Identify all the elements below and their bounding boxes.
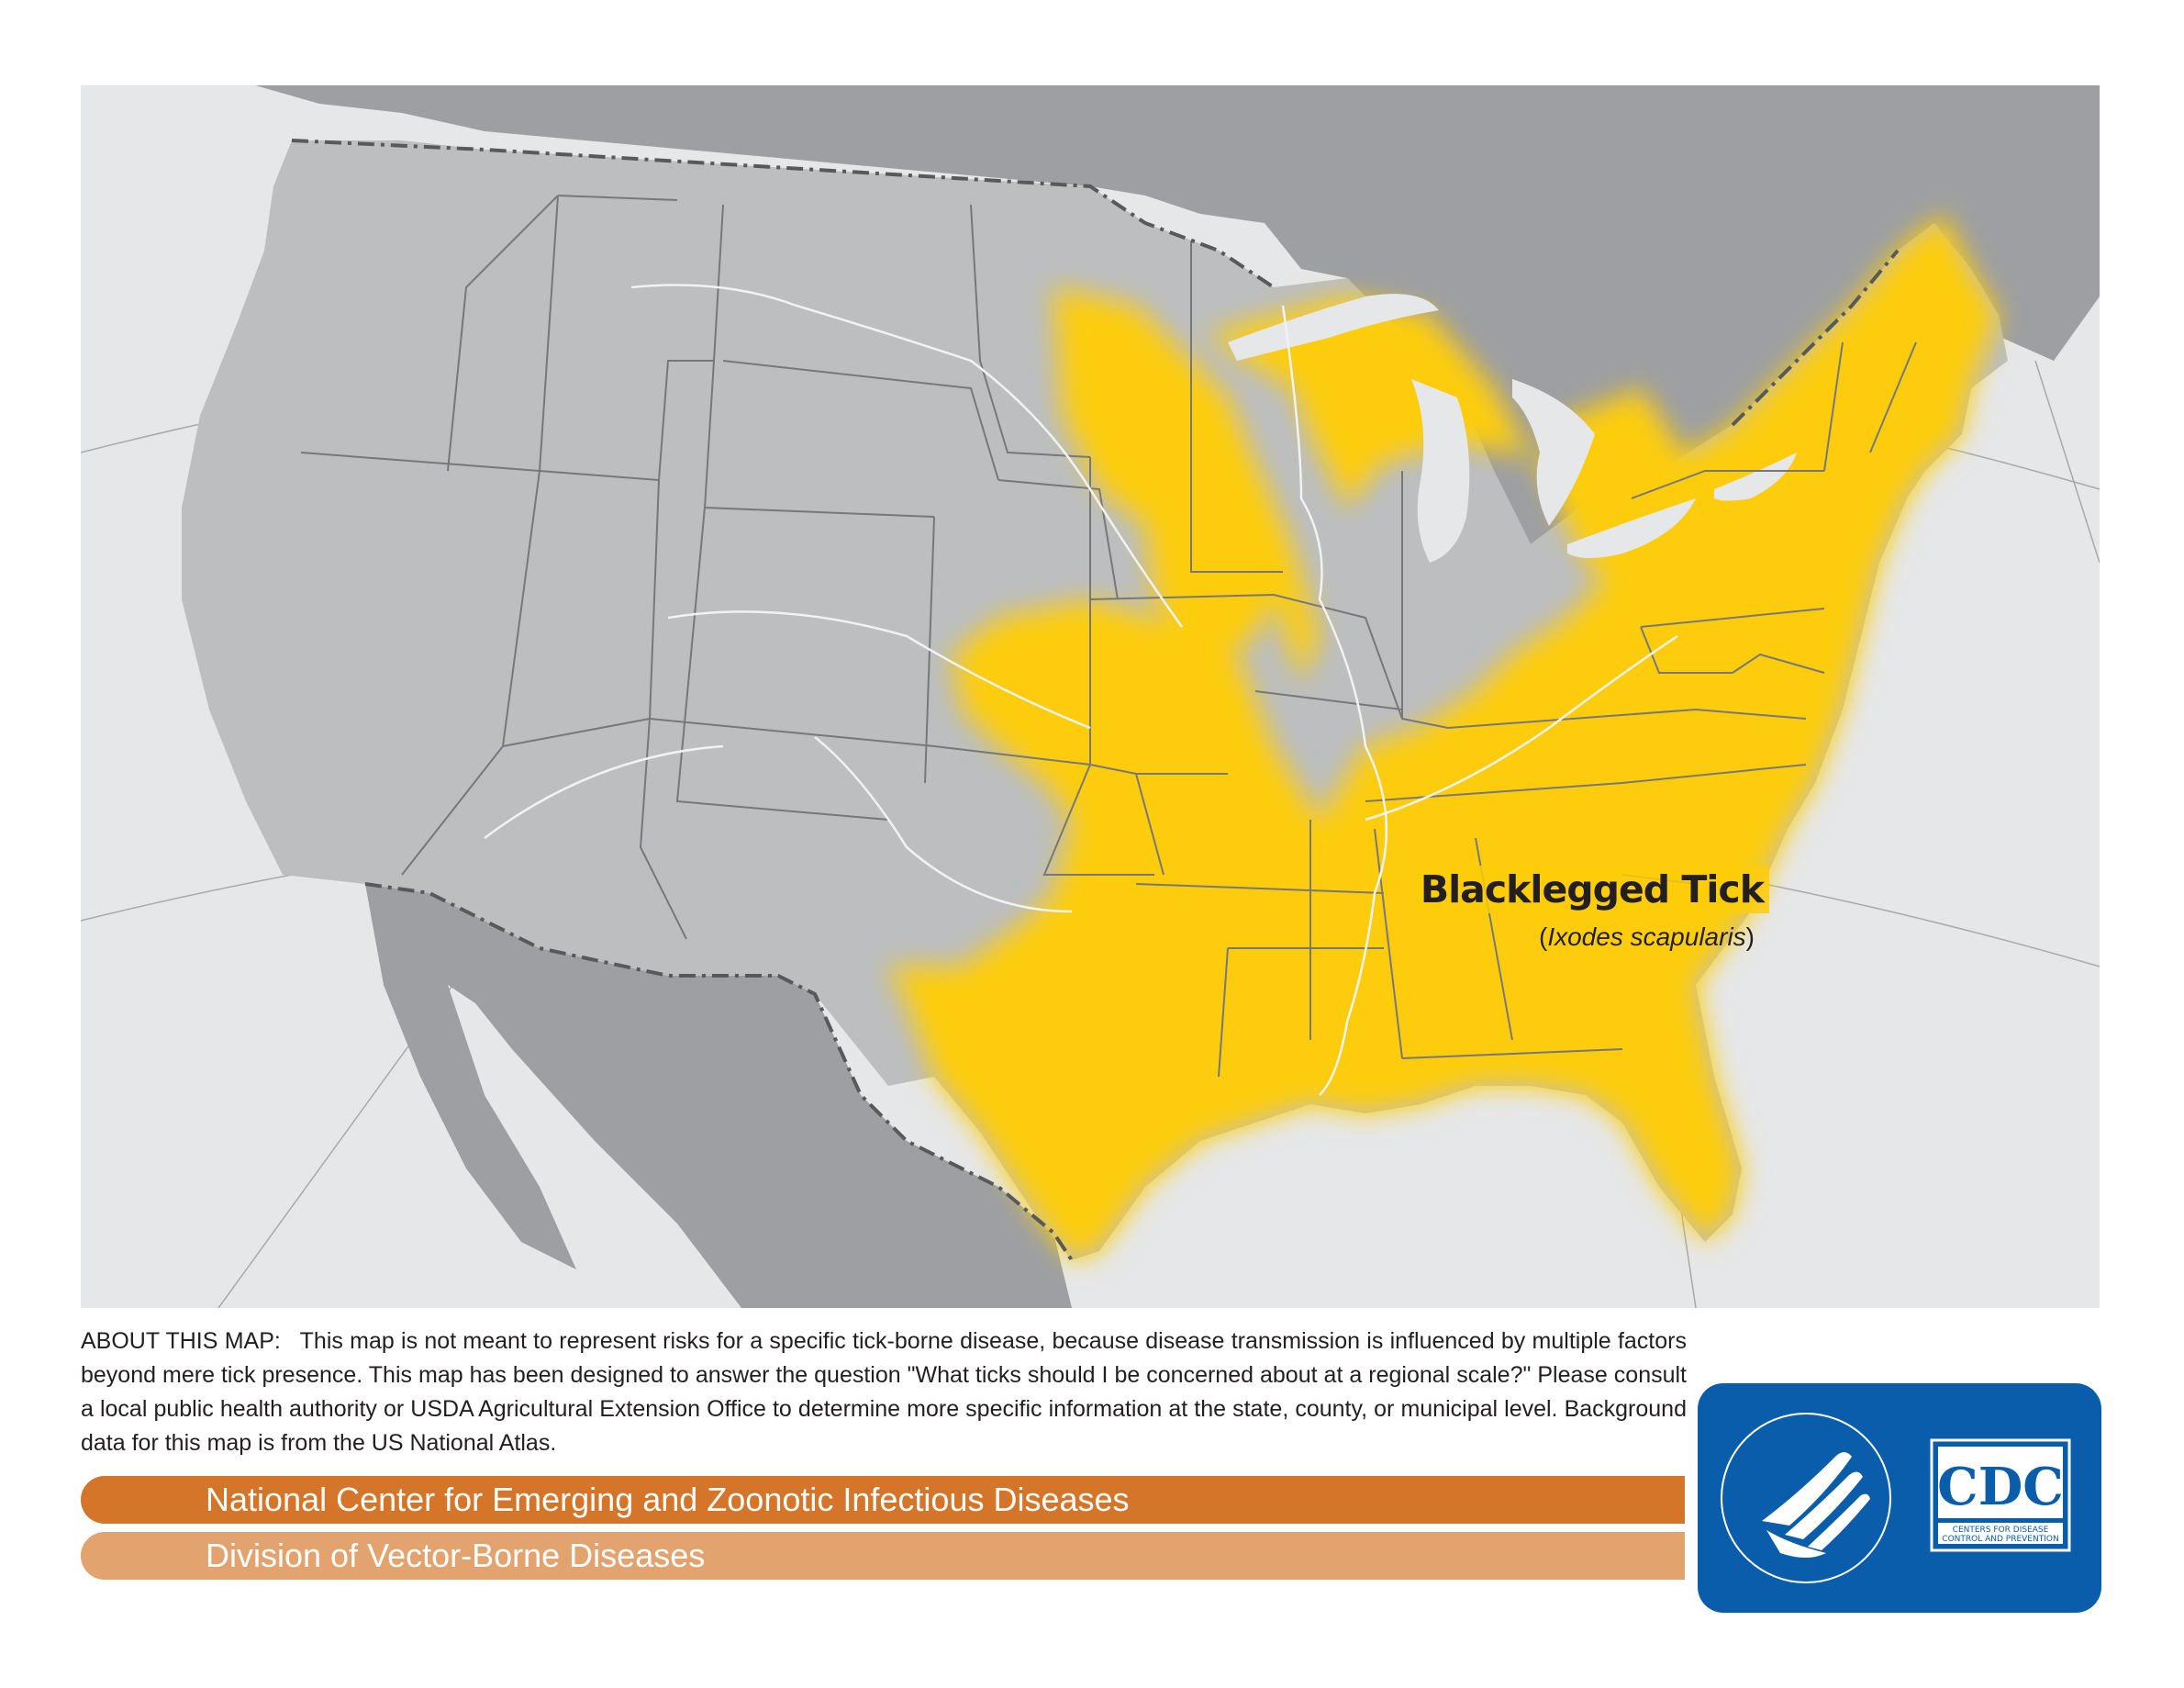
division-name: Division of Vector-Borne Diseases [206, 1537, 706, 1574]
subtitle-open: ( [1539, 922, 1548, 951]
hhs-seal-icon [1721, 1413, 1891, 1583]
about-text: This map is not meant to represent risks… [81, 1328, 1687, 1456]
cdc-logo-icon: CDC CENTERS FOR DISEASE CONTROL AND PREV… [1930, 1438, 2071, 1552]
cdc-letters: CDC [1937, 1457, 2064, 1517]
map-title: Blacklegged Tick [1414, 866, 1769, 913]
us-mexico-border [364, 882, 1074, 1262]
state-borders [300, 195, 1917, 1078]
logos-graphic: CDC CENTERS FOR DISEASE CONTROL AND PREV… [1721, 1413, 2071, 1583]
map-graphic [81, 85, 2100, 1308]
logo-panel: CDC CENTERS FOR DISEASE CONTROL AND PREV… [1698, 1383, 2101, 1613]
species-name: Ixodes scapularis [1547, 922, 1746, 951]
rivers [484, 284, 1678, 1096]
center-banner: National Center for Emerging and Zoonoti… [81, 1476, 1685, 1524]
map-label: Blacklegged Tick (Ixodes scapularis) [1274, 866, 1769, 952]
map-subtitle: (Ixodes scapularis) [1274, 922, 1755, 952]
great-lakes [1228, 294, 1797, 563]
cdc-line-1: CENTERS FOR DISEASE [1953, 1526, 2049, 1535]
about-label: ABOUT THIS MAP: [81, 1328, 281, 1354]
us-canada-border [291, 139, 1900, 427]
subtitle-close: ) [1745, 922, 1755, 951]
division-banner: Division of Vector-Borne Diseases [81, 1532, 1685, 1580]
cdc-line-2: CONTROL AND PREVENTION [1942, 1535, 2058, 1544]
center-name: National Center for Emerging and Zoonoti… [206, 1481, 1130, 1518]
about-this-map: ABOUT THIS MAP: This map is not meant to… [81, 1325, 1687, 1460]
tick-range-map: Blacklegged Tick (Ixodes scapularis) [81, 85, 2100, 1308]
mexico-landmass [365, 884, 1072, 1308]
